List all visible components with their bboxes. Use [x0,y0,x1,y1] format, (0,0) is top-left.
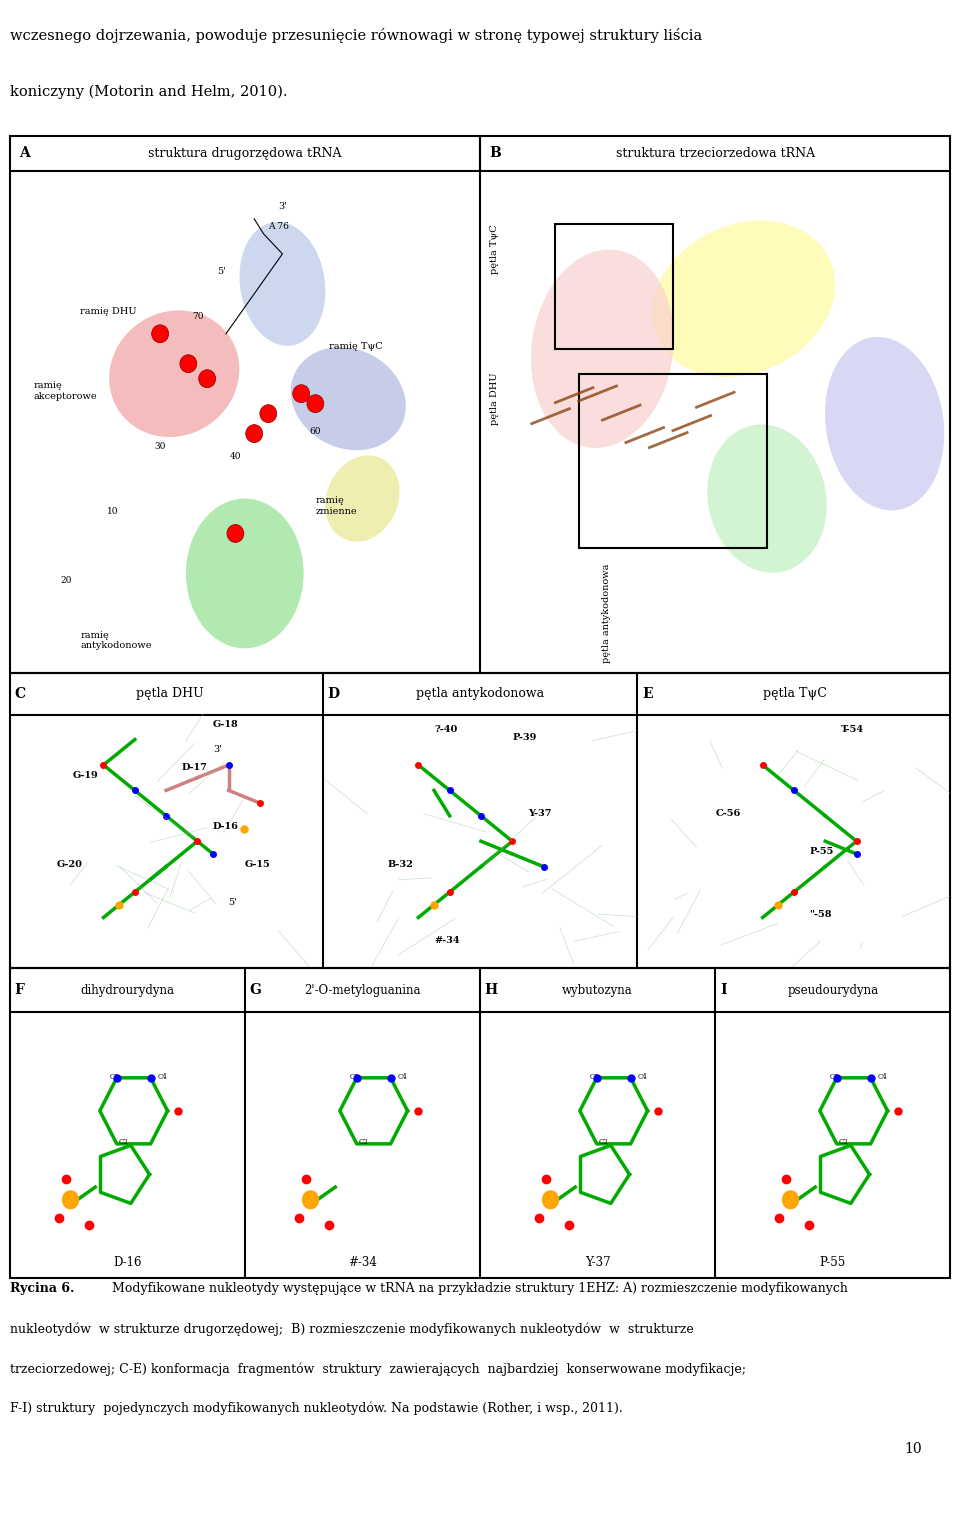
Text: D: D [327,687,340,701]
Circle shape [302,1191,319,1209]
Bar [579,374,767,549]
Ellipse shape [708,425,827,572]
Text: struktura drugorzędowa tRNA: struktura drugorzędowa tRNA [148,147,342,160]
Text: T-54: T-54 [841,725,864,734]
Text: ramię
akceptorowe: ramię akceptorowe [33,381,97,401]
Text: ramię DHU: ramię DHU [80,307,136,316]
Text: C5: C5 [349,1073,359,1080]
Text: C5: C5 [589,1073,599,1080]
Circle shape [152,325,169,343]
Text: pętla TψC: pętla TψC [490,224,498,274]
Text: G-15: G-15 [244,859,270,868]
Circle shape [293,384,310,402]
Text: C4: C4 [397,1073,407,1080]
Text: A 76: A 76 [268,222,289,231]
Text: struktura trzeciorzedowa tRNA: struktura trzeciorzedowa tRNA [615,147,815,160]
Text: C2: C2 [119,1138,129,1145]
Text: A: A [19,147,30,160]
Text: wybutozyna: wybutozyna [563,983,633,997]
Circle shape [246,425,263,443]
Bar [555,224,673,350]
Text: 40: 40 [229,451,241,460]
Text: pętla DHU: pętla DHU [490,372,498,425]
Text: pętla antykodonowa: pętla antykodonowa [416,687,544,701]
Ellipse shape [325,455,399,542]
Text: pseudourydyna: pseudourydyna [787,983,878,997]
Text: wczesnego dojrzewania, powoduje przesunięcie równowagi w stronę typowej struktur: wczesnego dojrzewania, powoduje przesuni… [10,27,702,42]
Ellipse shape [531,250,674,448]
Text: ramię TψC: ramię TψC [329,342,383,351]
Ellipse shape [652,221,835,377]
Circle shape [199,369,216,387]
Text: nukleotydów  w strukturze drugorzędowej;  B) rozmieszczenie modyfikowanych nukle: nukleotydów w strukturze drugorzędowej; … [10,1322,697,1336]
Text: C2: C2 [359,1138,369,1145]
Text: C2: C2 [599,1138,609,1145]
Circle shape [227,525,244,543]
Text: dihydrourydyna: dihydrourydyna [81,983,174,997]
Text: Y-37: Y-37 [585,1256,611,1269]
Text: B-32: B-32 [387,859,413,868]
Text: G: G [250,983,261,997]
Text: H: H [485,983,498,997]
Text: ramię
zmienne: ramię zmienne [315,496,357,516]
Ellipse shape [291,346,406,451]
Text: pętla antykodonowa: pętla antykodonowa [603,564,612,663]
Text: ?-40: ?-40 [434,725,457,734]
Text: trzeciorzedowej; C-E) konformacja  fragmentów  struktury  zawierających  najbard: trzeciorzedowej; C-E) konformacja fragme… [10,1362,750,1375]
Text: ramię
antykodonowe: ramię antykodonowe [80,631,152,651]
Text: D-16: D-16 [213,822,239,831]
Text: P-55: P-55 [809,847,834,856]
Text: P-55: P-55 [820,1256,846,1269]
Ellipse shape [109,310,239,437]
Text: C: C [14,687,25,701]
Circle shape [782,1191,799,1209]
Text: Modyfikowane nukleotydy występujące w tRNA na przykładzie struktury 1EHZ: A) roz: Modyfikowane nukleotydy występujące w tR… [108,1282,849,1295]
Text: "-58: "-58 [809,911,832,920]
Text: G-18: G-18 [213,720,239,729]
Text: #-34: #-34 [348,1256,377,1269]
Text: C4: C4 [637,1073,647,1080]
Text: C5: C5 [109,1073,119,1080]
Text: D-17: D-17 [181,763,207,772]
Text: B: B [490,147,501,160]
Text: koniczyny (Motorin and Helm, 2010).: koniczyny (Motorin and Helm, 2010). [10,85,287,98]
Text: 10: 10 [904,1442,923,1457]
Text: Rycina 6.: Rycina 6. [10,1282,74,1295]
Circle shape [180,354,197,372]
Ellipse shape [825,337,945,510]
Text: 60: 60 [310,427,321,436]
Text: 3': 3' [278,201,287,210]
Circle shape [260,404,276,422]
Text: G-20: G-20 [57,859,83,868]
Text: C5: C5 [829,1073,839,1080]
Text: 70: 70 [192,312,204,321]
Circle shape [307,395,324,413]
Text: 3': 3' [213,746,222,755]
Text: #-34: #-34 [434,937,460,946]
Text: 2'-O-metyloguanina: 2'-O-metyloguanina [304,983,420,997]
Ellipse shape [239,222,325,346]
Ellipse shape [186,498,303,648]
Text: 20: 20 [60,576,72,586]
Text: F-I) struktury  pojedynczych modyfikowanych nukleotydów. Na podstawie (Rother, i: F-I) struktury pojedynczych modyfikowany… [10,1403,622,1416]
Text: pętla DHU: pętla DHU [135,687,204,701]
Text: C4: C4 [157,1073,167,1080]
Text: pętla TψC: pętla TψC [763,687,828,701]
Text: C4: C4 [877,1073,887,1080]
Text: F: F [14,983,24,997]
Text: C-56: C-56 [716,809,741,819]
Circle shape [542,1191,559,1209]
Circle shape [62,1191,79,1209]
Text: 5': 5' [228,897,237,906]
Text: 10: 10 [108,507,119,516]
Text: E: E [642,687,653,701]
Text: P-39: P-39 [513,732,537,741]
Text: I: I [720,983,727,997]
Text: 5': 5' [217,266,226,275]
Text: C2: C2 [839,1138,849,1145]
Text: Y-37: Y-37 [528,809,551,819]
Text: G-19: G-19 [72,770,98,779]
Text: D-16: D-16 [113,1256,141,1269]
Text: 30: 30 [155,442,166,451]
